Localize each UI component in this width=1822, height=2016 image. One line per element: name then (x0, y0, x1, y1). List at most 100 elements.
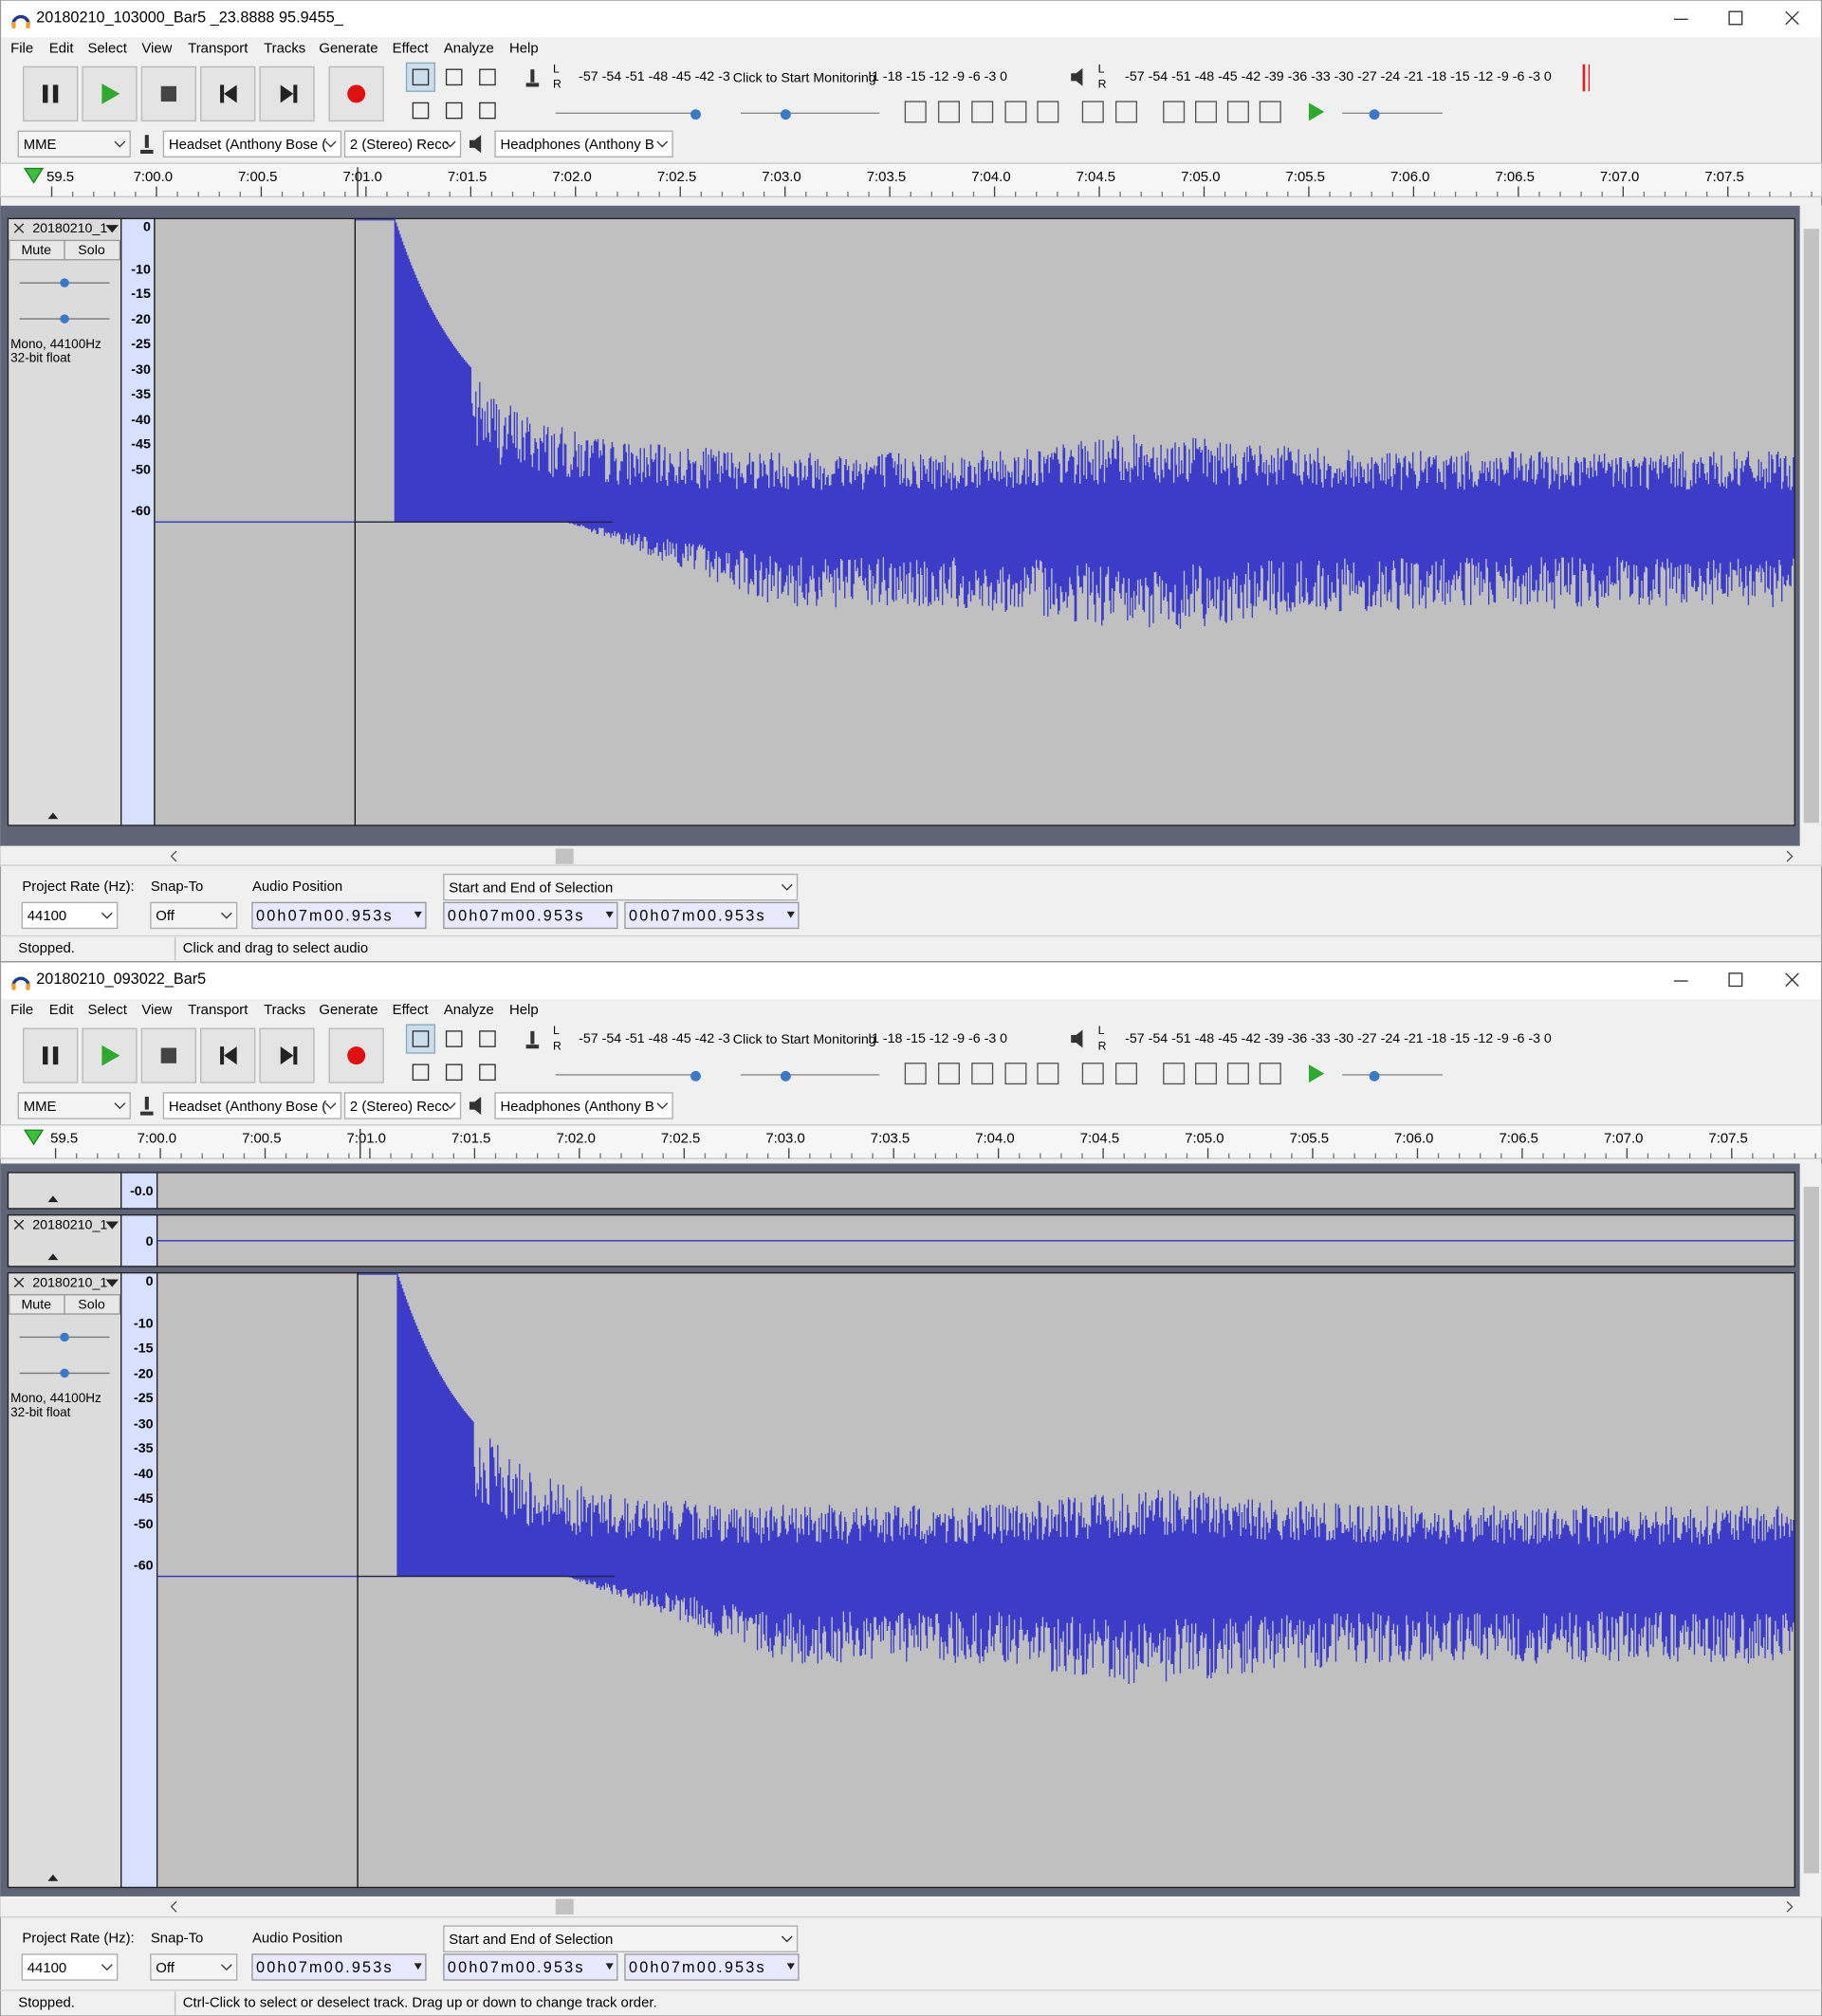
track-slider-thumb[interactable] (60, 1368, 69, 1378)
time-menu-arrow[interactable] (605, 911, 614, 918)
collapse-arrow[interactable] (47, 1195, 59, 1203)
tool-selected[interactable] (405, 1024, 436, 1054)
maximize-button[interactable] (1728, 972, 1743, 988)
device-select[interactable] (494, 130, 673, 158)
edit-tool-icon[interactable] (1037, 1063, 1059, 1085)
slider-thumb[interactable] (1369, 109, 1380, 120)
edit-tool-icon[interactable] (1004, 1063, 1027, 1085)
close-button[interactable] (1785, 10, 1799, 26)
edit-tool-icon[interactable] (904, 101, 927, 123)
transport-button[interactable] (23, 1027, 79, 1083)
snap-select[interactable] (150, 901, 238, 930)
device-select[interactable] (494, 1092, 673, 1119)
device-select[interactable] (343, 1092, 462, 1119)
play-head-marker[interactable] (23, 1129, 45, 1146)
tool-icon[interactable] (445, 68, 463, 86)
track-slider-thumb[interactable] (60, 314, 69, 324)
time-control[interactable] (251, 901, 427, 930)
tool-icon[interactable] (412, 68, 430, 86)
ruler-label: 7:01.0 (347, 1132, 386, 1147)
time-control[interactable] (251, 1953, 427, 1981)
snap-select[interactable] (150, 1953, 238, 1981)
tool-icon[interactable] (479, 102, 496, 120)
time-text: 00h07m00.953s (256, 908, 394, 925)
tool-icon[interactable] (412, 102, 430, 120)
close-button[interactable] (1785, 972, 1799, 987)
edit-tool-icon[interactable] (1081, 101, 1104, 123)
time-menu-arrow[interactable] (786, 1963, 795, 1970)
slider-thumb[interactable] (1369, 1070, 1380, 1082)
project-rate-select[interactable] (21, 1953, 119, 1981)
slider-thumb[interactable] (780, 1070, 791, 1082)
edit-tool-icon[interactable] (1195, 101, 1218, 123)
edit-tool-icon[interactable] (971, 1063, 994, 1085)
close-track[interactable] (13, 1277, 25, 1288)
device-select[interactable] (162, 1092, 342, 1119)
maximize-button[interactable] (1728, 10, 1743, 26)
device-select[interactable] (162, 130, 342, 158)
scroll-arrow[interactable] (170, 850, 1794, 862)
time-control[interactable] (624, 901, 800, 930)
track-slider-thumb[interactable] (60, 278, 69, 287)
ruler-label: 59.5 (46, 170, 74, 185)
edit-tool-icon[interactable] (1259, 101, 1281, 123)
scroll-arrow[interactable] (170, 1900, 1794, 1913)
edit-tool-icon[interactable] (1081, 1063, 1104, 1085)
edit-tool-icon[interactable] (1037, 101, 1059, 123)
track-button[interactable] (64, 239, 121, 261)
time-control[interactable] (443, 1953, 618, 1981)
edit-tool-icon[interactable] (971, 101, 994, 123)
edit-tool-icon[interactable] (1114, 1063, 1138, 1085)
tool-icon[interactable] (412, 1030, 430, 1047)
play-at-speed-icon[interactable] (1308, 102, 1325, 121)
edit-tool-icon[interactable] (1195, 1063, 1218, 1085)
selection-mode-select[interactable] (443, 873, 799, 901)
transport-button[interactable] (23, 65, 79, 122)
close-track[interactable] (13, 1219, 25, 1230)
time-control[interactable] (443, 901, 618, 930)
collapse-arrow[interactable] (47, 1874, 59, 1881)
tool-icon[interactable] (445, 1063, 463, 1082)
track-menu-arrow[interactable] (105, 1221, 120, 1230)
tool-icon[interactable] (445, 102, 463, 120)
close-track[interactable] (13, 223, 25, 233)
track-button[interactable] (64, 1294, 121, 1315)
collapse-arrow[interactable] (47, 1253, 59, 1261)
selection-mode-select[interactable] (443, 1925, 799, 1952)
time-control[interactable] (624, 1953, 800, 1981)
edit-tool-icon[interactable] (1114, 101, 1138, 123)
edit-tool-icon[interactable] (1226, 101, 1249, 123)
edit-tool-icon[interactable] (1004, 101, 1027, 123)
device-select[interactable] (343, 130, 462, 158)
tool-icon[interactable] (412, 1063, 430, 1082)
edit-tool-icon[interactable] (1163, 1063, 1186, 1085)
time-menu-arrow[interactable] (786, 911, 795, 918)
device-select[interactable] (17, 1092, 131, 1119)
project-rate-select[interactable] (21, 901, 119, 930)
play-at-speed-icon[interactable] (1308, 1064, 1325, 1083)
tool-icon[interactable] (479, 1030, 496, 1047)
play-head-marker[interactable] (23, 167, 45, 184)
tool-selected[interactable] (405, 62, 436, 92)
transport-button[interactable] (200, 65, 256, 122)
slider-thumb[interactable] (690, 109, 701, 120)
track-menu-arrow[interactable] (105, 225, 120, 233)
edit-tool-icon[interactable] (1163, 101, 1186, 123)
time-menu-arrow[interactable] (605, 1963, 614, 1970)
slider-thumb[interactable] (780, 109, 791, 120)
tool-icon[interactable] (479, 68, 496, 86)
tool-icon[interactable] (479, 1063, 496, 1082)
edit-tool-icon[interactable] (1259, 1063, 1281, 1085)
edit-tool-icon[interactable] (937, 101, 960, 123)
tool-icon[interactable] (445, 1030, 463, 1047)
time-menu-arrow[interactable] (414, 1963, 422, 1970)
track-slider-thumb[interactable] (60, 1332, 69, 1342)
edit-tool-icon[interactable] (904, 1063, 927, 1085)
device-select[interactable] (17, 130, 131, 158)
time-menu-arrow[interactable] (414, 911, 422, 918)
edit-tool-icon[interactable] (937, 1063, 960, 1085)
collapse-arrow[interactable] (47, 812, 59, 820)
edit-tool-icon[interactable] (1226, 1063, 1249, 1085)
track-menu-arrow[interactable] (105, 1279, 120, 1287)
slider-thumb[interactable] (690, 1070, 701, 1082)
